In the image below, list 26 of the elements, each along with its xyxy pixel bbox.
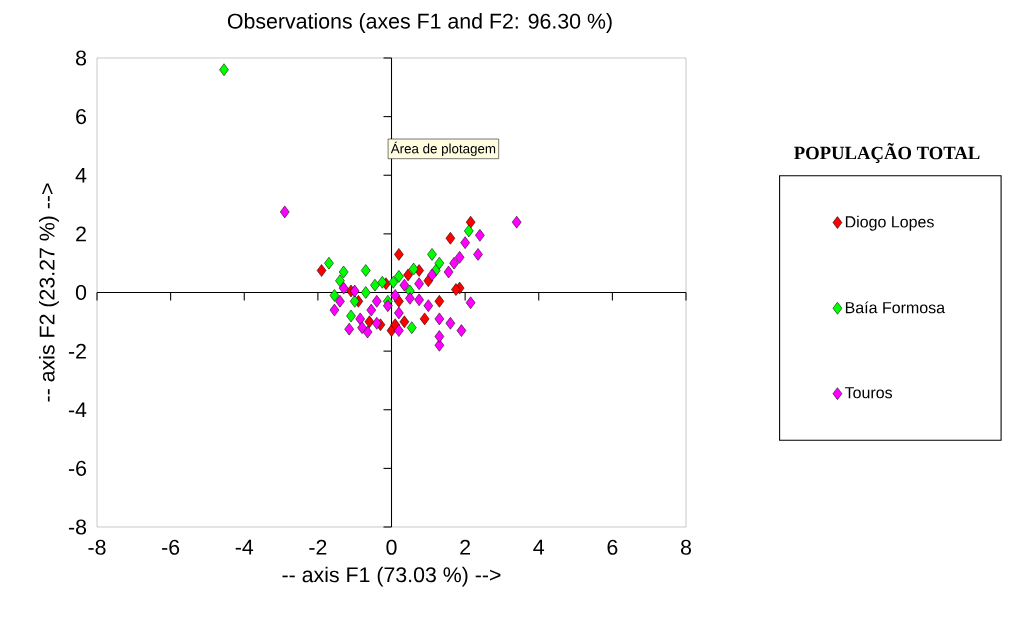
x-axis-title: -- axis F1 (73.03 %) --> xyxy=(282,566,501,587)
y-tick-label: 4 xyxy=(75,167,87,183)
x-tick-label: 0 xyxy=(386,539,397,555)
x-tick-label: -4 xyxy=(235,539,254,555)
y-tick-label: 6 xyxy=(76,109,87,125)
chart-title: Observations (axes F1 and F2: 96.30 %) xyxy=(227,13,612,33)
legend-label: Diogo Lopes xyxy=(845,215,934,231)
y-axis-title: -- axis F2 (23.27 %) --> xyxy=(38,183,59,402)
x-tick-label: -6 xyxy=(162,539,180,555)
y-tick-label: 2 xyxy=(76,226,86,242)
y-tick-label: -8 xyxy=(68,519,87,535)
x-tick-label: 2 xyxy=(460,539,470,555)
x-tick-label: 6 xyxy=(607,539,618,555)
x-tick-label: -2 xyxy=(309,539,327,555)
legend-label: Baía Formosa xyxy=(845,301,946,314)
y-tick-label: -4 xyxy=(68,402,87,418)
y-tick-label: 0 xyxy=(75,284,87,301)
legend-label: Touros xyxy=(844,387,893,399)
y-tick-label: -2 xyxy=(68,343,86,359)
x-tick-label: 4 xyxy=(533,539,545,555)
annotation: Área de plotagem xyxy=(390,141,496,157)
y-tick-label: 8 xyxy=(76,50,87,66)
x-tick-label: 8 xyxy=(680,539,692,555)
legend-title: POPULAÇÃO TOTAL xyxy=(794,143,980,163)
y-tick-label: -6 xyxy=(68,460,87,476)
x-tick-label: -8 xyxy=(88,539,106,555)
